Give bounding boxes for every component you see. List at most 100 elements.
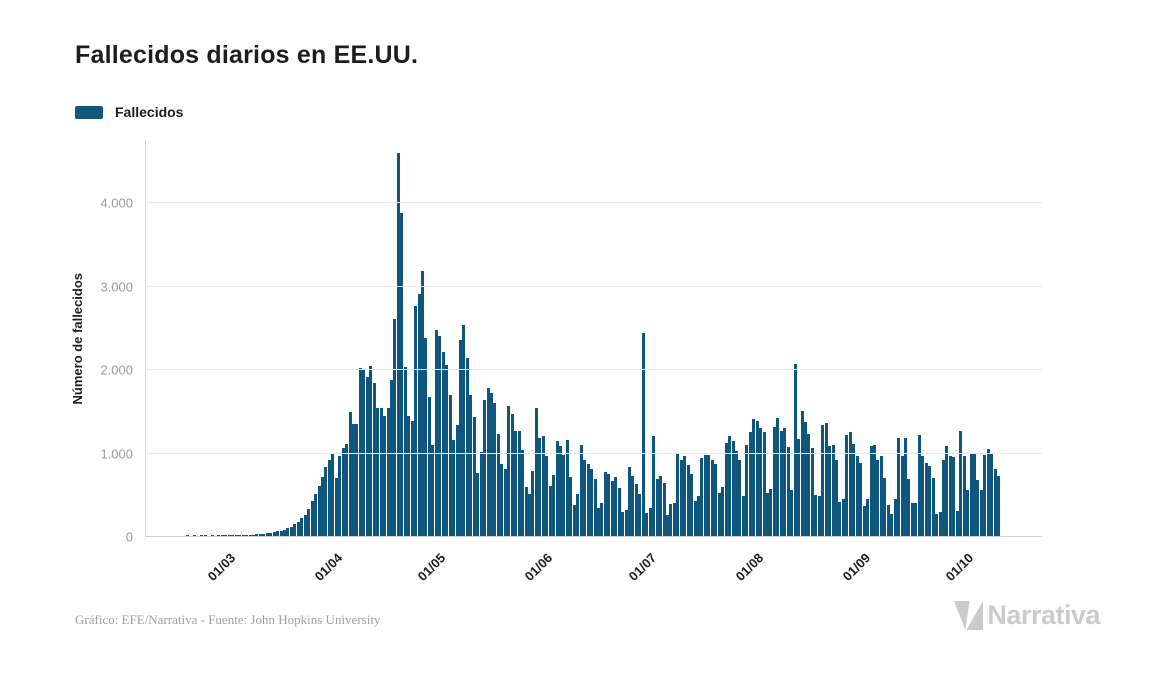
bar[interactable] (293, 524, 297, 536)
bar[interactable] (496, 434, 500, 536)
bar[interactable] (845, 435, 849, 536)
bar[interactable] (883, 478, 887, 536)
bar[interactable] (686, 465, 690, 536)
bar[interactable] (541, 436, 545, 536)
bar[interactable] (352, 423, 356, 536)
bar[interactable] (283, 529, 287, 536)
bar[interactable] (762, 432, 766, 536)
bar[interactable] (514, 430, 518, 536)
bar[interactable] (386, 407, 390, 536)
bar[interactable] (872, 445, 876, 536)
bar[interactable] (817, 496, 821, 536)
bar[interactable] (697, 496, 701, 536)
bar[interactable] (286, 527, 290, 536)
bar[interactable] (576, 493, 580, 536)
bar[interactable] (890, 513, 894, 536)
bar[interactable] (852, 443, 856, 536)
bar[interactable] (472, 417, 476, 536)
bar[interactable] (258, 533, 262, 536)
bar[interactable] (452, 439, 456, 536)
bar[interactable] (810, 448, 814, 536)
bar[interactable] (417, 293, 421, 536)
bar[interactable] (838, 502, 842, 536)
bar[interactable] (876, 460, 880, 536)
bar[interactable] (376, 408, 380, 536)
bar[interactable] (769, 488, 773, 536)
bar[interactable] (897, 438, 901, 536)
bar[interactable] (355, 423, 359, 536)
bar[interactable] (976, 480, 980, 536)
bar[interactable] (552, 475, 556, 536)
bar[interactable] (917, 434, 921, 536)
bar[interactable] (752, 418, 756, 536)
bar[interactable] (220, 535, 224, 536)
bar[interactable] (724, 442, 728, 536)
bar[interactable] (210, 535, 214, 536)
bar[interactable] (690, 474, 694, 536)
bar[interactable] (365, 377, 369, 536)
bar[interactable] (314, 493, 318, 536)
bar[interactable] (790, 490, 794, 536)
bar[interactable] (928, 466, 932, 536)
bar[interactable] (886, 504, 890, 536)
bar[interactable] (248, 534, 252, 536)
bar[interactable] (241, 535, 245, 536)
bar[interactable] (786, 447, 790, 536)
bar[interactable] (717, 492, 721, 536)
bar[interactable] (231, 535, 235, 536)
bar[interactable] (983, 455, 987, 536)
bar[interactable] (645, 513, 649, 536)
bar[interactable] (759, 428, 763, 536)
bar[interactable] (279, 530, 283, 536)
bar[interactable] (986, 448, 990, 536)
bar[interactable] (238, 535, 242, 536)
bar[interactable] (662, 483, 666, 536)
bar[interactable] (559, 445, 563, 536)
bar[interactable] (379, 407, 383, 536)
bar[interactable] (648, 508, 652, 536)
bar[interactable] (389, 380, 393, 536)
bar[interactable] (317, 486, 321, 536)
bar[interactable] (962, 455, 966, 536)
bar[interactable] (776, 418, 780, 536)
bar[interactable] (945, 446, 949, 536)
bar[interactable] (262, 533, 266, 536)
bar[interactable] (866, 498, 870, 536)
bar[interactable] (910, 502, 914, 536)
bar[interactable] (324, 467, 328, 536)
bar[interactable] (766, 493, 770, 536)
bar[interactable] (655, 479, 659, 536)
bar[interactable] (572, 504, 576, 536)
bar[interactable] (938, 511, 942, 536)
bar[interactable] (186, 535, 190, 536)
bar[interactable] (941, 459, 945, 536)
bar[interactable] (638, 494, 642, 536)
bar[interactable] (327, 459, 331, 536)
bar[interactable] (569, 476, 573, 536)
bar[interactable] (400, 213, 404, 536)
bar[interactable] (969, 454, 973, 536)
bar[interactable] (320, 477, 324, 536)
bar[interactable] (369, 366, 373, 536)
bar[interactable] (734, 450, 738, 536)
bar[interactable] (721, 487, 725, 536)
bar[interactable] (486, 388, 490, 536)
bar[interactable] (745, 445, 749, 536)
bar[interactable] (269, 532, 273, 536)
bar[interactable] (441, 352, 445, 536)
bar[interactable] (458, 339, 462, 536)
bar[interactable] (348, 412, 352, 536)
bar[interactable] (358, 368, 362, 536)
bar[interactable] (728, 436, 732, 536)
bar[interactable] (993, 468, 997, 536)
bar[interactable] (907, 479, 911, 536)
bar[interactable] (855, 456, 859, 536)
bar[interactable] (869, 445, 873, 536)
legend[interactable]: Fallecidos (75, 104, 183, 120)
bar[interactable] (731, 440, 735, 536)
bar[interactable] (372, 383, 376, 536)
bar[interactable] (610, 481, 614, 536)
bar[interactable] (783, 428, 787, 536)
bar[interactable] (555, 441, 559, 536)
bar[interactable] (741, 495, 745, 536)
